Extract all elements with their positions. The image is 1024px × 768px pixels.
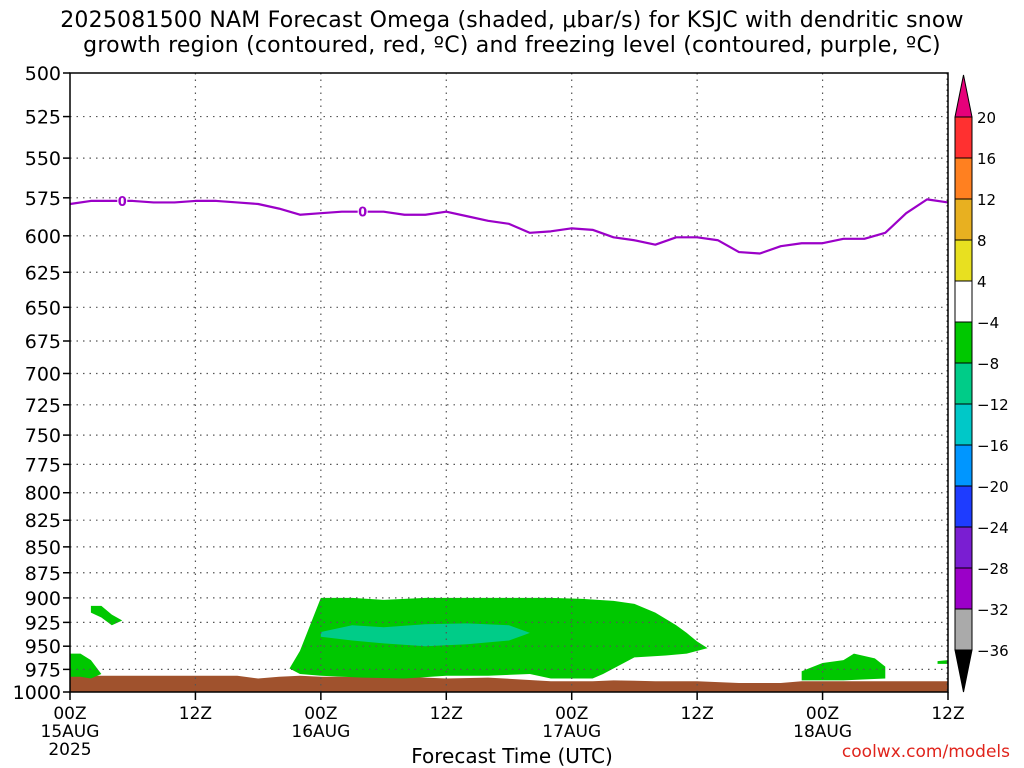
y-tick-label-925: 925 [25, 612, 61, 634]
colorbar-label-4: 4 [977, 273, 987, 291]
colorbar-box-3 [954, 239, 973, 282]
y-tick-label-675: 675 [25, 331, 61, 353]
x-tick-label-48: 00Z [555, 704, 588, 724]
y-tick-label-700: 700 [25, 363, 61, 385]
x-year-label: 2025 [48, 740, 91, 760]
y-tick-label-525: 525 [25, 107, 61, 129]
chart-title-line-1: 2025081500 NAM Forecast Omega (shaded, μ… [60, 8, 964, 33]
colorbar-label-10: −24 [977, 519, 1009, 537]
x-tick-label-24: 00Z [304, 704, 337, 724]
y-tick-label-600: 600 [25, 226, 61, 248]
chart-title-line-2: growth region (contoured, red, ºC) and f… [83, 33, 941, 58]
y-tick-label-875: 875 [25, 563, 61, 585]
colorbar-box-11 [954, 567, 973, 610]
x-tick-label-36: 12Z [430, 704, 463, 724]
y-tick-label-775: 775 [25, 454, 61, 476]
freezing-level-label-1: 0 [358, 206, 367, 221]
freezing-level-line [69, 198, 949, 255]
colorbar-box-10 [954, 526, 973, 569]
colorbar-label-7: −12 [977, 396, 1009, 414]
colorbar-box-9 [954, 485, 973, 528]
colorbar-label-6: −8 [977, 355, 999, 373]
colorbar-label-12: −32 [977, 601, 1009, 619]
y-tick-label-825: 825 [25, 510, 61, 532]
plot-frame [69, 72, 949, 693]
y-tick-label-650: 650 [25, 297, 61, 319]
colorbar-box-7 [954, 403, 973, 446]
colorbar-box-6 [954, 362, 973, 405]
y-tick-label-1000: 1000 [13, 682, 61, 704]
omega-region-4 [90, 605, 123, 626]
colorbar-box-1 [954, 157, 973, 200]
x-tick-label-60: 12Z [681, 704, 714, 724]
omega-region-5 [801, 653, 886, 681]
colorbar-box-2 [954, 198, 973, 241]
colorbar-box-12 [954, 608, 973, 651]
colorbar-label-8: −16 [977, 437, 1009, 455]
x-date-label-24: 16AUG [291, 722, 350, 742]
omega-region-2 [320, 623, 530, 647]
freezing-label-bg-1 [357, 204, 368, 219]
omega-region-3 [70, 653, 102, 679]
source-credit: coolwx.com/models [841, 742, 1010, 762]
y-tick-label-900: 900 [25, 588, 61, 610]
colorbar-box-0 [954, 116, 973, 159]
freezing-level-label-0: 0 [118, 195, 127, 210]
colorbar-label-2: 12 [977, 191, 996, 209]
colorbar-label-5: −4 [977, 314, 999, 332]
x-tick-label-84: 12Z [931, 704, 964, 724]
colorbar-label-1: 16 [977, 150, 996, 168]
y-tick-label-500: 500 [25, 63, 61, 85]
x-date-label-72: 18AUG [793, 722, 852, 742]
x-tick-label-0: 00Z [53, 704, 86, 724]
colorbar-box-4 [954, 280, 973, 323]
colorbar-label-11: −28 [977, 560, 1009, 578]
y-tick-label-575: 575 [25, 188, 61, 210]
omega-region-6 [937, 660, 948, 664]
y-tick-label-975: 975 [25, 659, 61, 681]
colorbar-bottom-arrow [954, 649, 973, 693]
y-tick-label-550: 550 [25, 148, 61, 170]
colorbar-box-5 [954, 321, 973, 364]
y-tick-label-950: 950 [25, 636, 61, 658]
colorbar-label-13: −36 [977, 642, 1009, 660]
x-tick-label-72: 00Z [806, 704, 839, 724]
colorbar-box-8 [954, 444, 973, 487]
y-tick-label-850: 850 [25, 537, 61, 559]
colorbar-label-9: −20 [977, 478, 1009, 496]
y-tick-label-625: 625 [25, 262, 61, 284]
y-tick-label-750: 750 [25, 425, 61, 447]
freezing-label-bg-0 [117, 193, 128, 208]
x-tick-label-12: 12Z [179, 704, 212, 724]
x-date-label-0: 15AUG [41, 722, 100, 742]
colorbar-top-arrow [954, 74, 973, 118]
x-date-label-48: 17AUG [542, 722, 601, 742]
colorbar-label-0: 20 [977, 109, 996, 127]
omega-region-1 [299, 631, 332, 670]
y-tick-label-725: 725 [25, 395, 61, 417]
x-axis-label: Forecast Time (UTC) [411, 744, 613, 768]
ground-surface [70, 675, 948, 692]
y-tick-label-800: 800 [25, 483, 61, 505]
colorbar-label-3: 8 [977, 232, 987, 250]
